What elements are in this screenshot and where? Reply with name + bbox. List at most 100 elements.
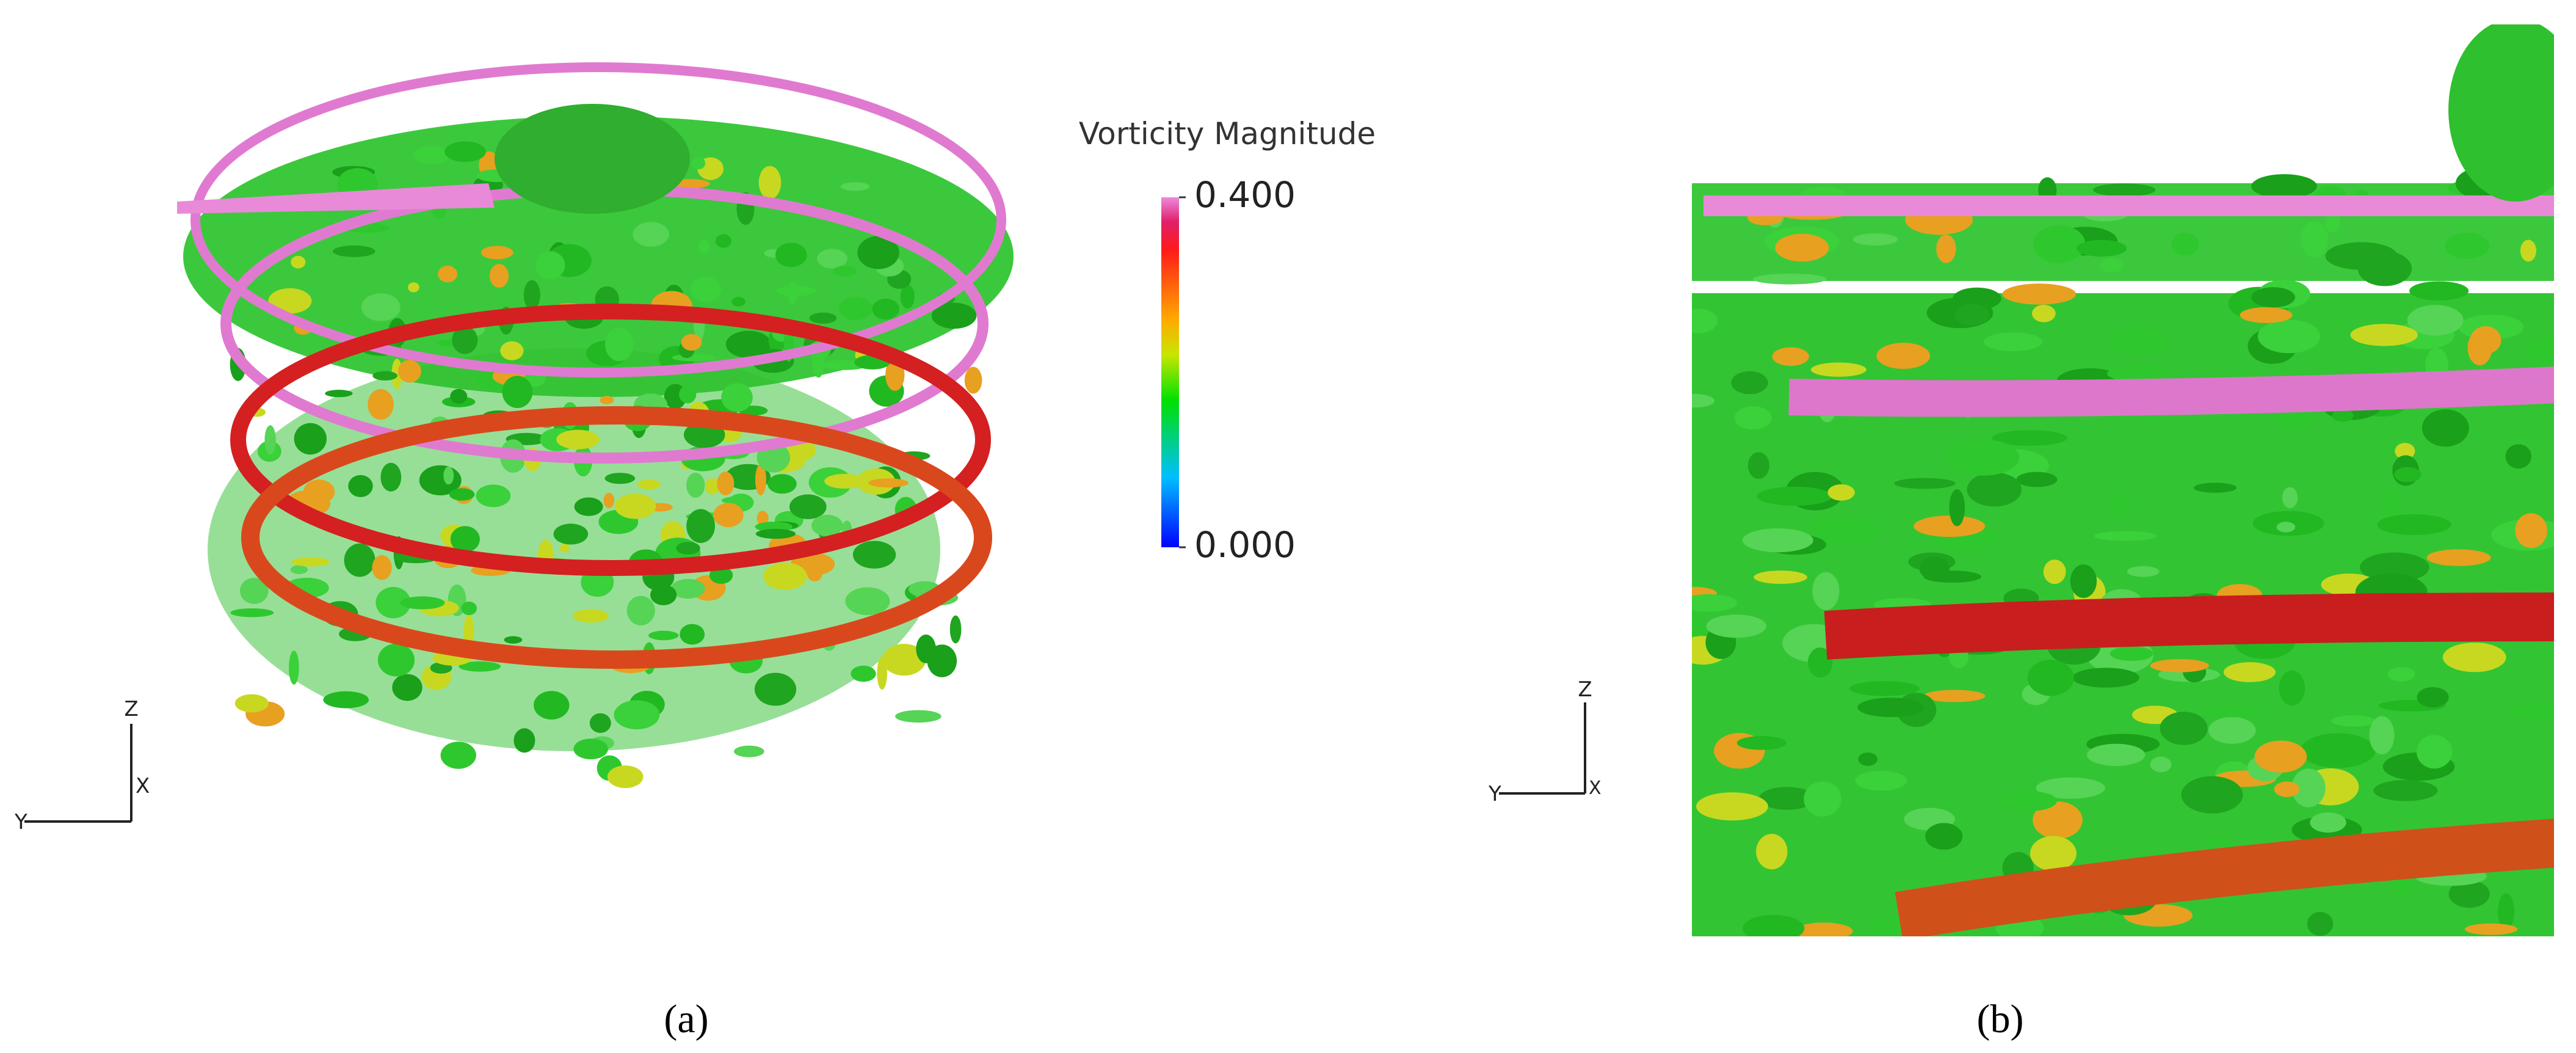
vortex-blob xyxy=(534,691,570,720)
vortex-blob xyxy=(559,544,570,553)
tip-vortex xyxy=(1788,366,2554,417)
vortex-blob xyxy=(686,472,705,498)
vortex-blob xyxy=(717,472,735,495)
vortex-blob xyxy=(721,497,753,505)
vortex-blob xyxy=(650,585,677,605)
vortex-blob xyxy=(705,478,720,495)
vortex-blob xyxy=(1754,570,1807,584)
vortex-blob xyxy=(1849,681,1920,696)
vortex-blob xyxy=(676,542,700,555)
vortex-blob xyxy=(294,423,327,455)
vortex-blob xyxy=(2254,740,2307,773)
vortex-blob xyxy=(589,713,611,733)
vortex-blob xyxy=(721,383,753,412)
vortex-blob xyxy=(2251,174,2317,199)
vortex-blob xyxy=(2291,768,2326,807)
vortex-blob xyxy=(1692,308,1718,333)
vortex-blob xyxy=(291,557,330,567)
axis-label: Y xyxy=(14,810,27,834)
vortex-blob xyxy=(2387,667,2415,682)
vortex-blob xyxy=(713,503,744,528)
vortex-blob xyxy=(449,488,475,501)
vortex-blob xyxy=(1743,915,1805,936)
tip-vortex xyxy=(1824,592,2554,660)
colorbar-tick-label: 0.000 xyxy=(1194,524,1296,566)
vortex-blob xyxy=(1810,362,1867,377)
vortex-blob xyxy=(877,657,887,690)
vortex-blob xyxy=(2310,812,2346,833)
vortex-blob xyxy=(1772,347,1809,366)
blade xyxy=(1703,195,2554,216)
vortex-blob xyxy=(731,297,746,307)
vortex-blob xyxy=(500,341,524,360)
vortex-blob xyxy=(679,385,697,404)
vortex-blob xyxy=(333,245,376,257)
vortex-blob xyxy=(2076,239,2127,257)
vortex-blob xyxy=(680,624,705,645)
vortex-blob xyxy=(857,236,899,269)
vortex-blob xyxy=(303,479,335,505)
vortex-blob xyxy=(2171,232,2199,256)
vortex-blob xyxy=(476,484,511,508)
vortex-blob xyxy=(725,330,772,359)
vortex-blob xyxy=(2331,715,2376,727)
panel-b-render xyxy=(1692,24,2554,936)
vortex-blob xyxy=(504,636,523,644)
vortex-blob xyxy=(2107,365,2170,382)
vortex-blob xyxy=(291,255,306,269)
axis-triad-b xyxy=(1499,702,1586,795)
vortex-blob xyxy=(348,475,373,497)
vortex-blob xyxy=(672,354,716,362)
vortex-blob xyxy=(1809,515,1880,545)
vortex-blob xyxy=(691,157,706,170)
vortex-blob xyxy=(1742,528,1813,553)
axis-label: Y xyxy=(1488,782,1501,806)
vortex-blob xyxy=(2150,756,2172,773)
vortex-blob xyxy=(775,242,807,268)
vortex-blob xyxy=(709,566,733,584)
vortex-blob xyxy=(2394,467,2422,483)
vortex-blob xyxy=(2300,733,2376,768)
vortex-blob xyxy=(2307,911,2334,936)
vortex-blob xyxy=(715,234,731,248)
vortex-blob xyxy=(637,479,661,490)
vortex-blob xyxy=(413,146,451,164)
vortex-blob xyxy=(2422,409,2469,447)
vortex-blob xyxy=(763,563,807,590)
vortex-blob xyxy=(690,276,722,302)
vortex-blob xyxy=(607,765,644,789)
vortex-blob xyxy=(397,360,421,383)
vortex-blob xyxy=(2498,893,2514,930)
vortex-blob xyxy=(230,608,274,618)
vortex-blob xyxy=(2086,743,2146,767)
vortex-blob xyxy=(2110,646,2153,661)
vortex-blob xyxy=(2442,643,2506,672)
vortex-blob xyxy=(698,239,709,254)
vortex-blob xyxy=(1692,393,1715,408)
tip-vortex-ring xyxy=(230,304,991,576)
vortex-blob xyxy=(392,674,423,701)
vortex-blob xyxy=(811,514,843,537)
vortex-blob xyxy=(851,665,876,682)
vortex-blob xyxy=(1953,287,2001,310)
vortex-blob xyxy=(380,462,402,492)
vortex-blob xyxy=(1827,484,1855,501)
vortex-blob xyxy=(840,182,870,191)
vortex-blob xyxy=(852,541,896,569)
vortex-blob xyxy=(614,700,660,730)
panel-a-render xyxy=(177,62,1014,789)
vortex-blob xyxy=(440,741,476,769)
vortex-blob xyxy=(1947,439,2020,476)
vortex-blob xyxy=(868,478,909,488)
vortex-blob xyxy=(1736,736,1787,750)
vortex-blob xyxy=(633,222,669,247)
vortex-blob xyxy=(2445,233,2490,260)
vortex-blob xyxy=(1876,343,1931,369)
vortex-blob xyxy=(268,288,312,314)
vortex-blob xyxy=(1775,233,1829,262)
vortex-blob xyxy=(1914,516,1986,537)
vortex-blob xyxy=(824,473,865,489)
vortex-blob xyxy=(2508,704,2554,720)
vortex-blob xyxy=(2407,305,2464,336)
